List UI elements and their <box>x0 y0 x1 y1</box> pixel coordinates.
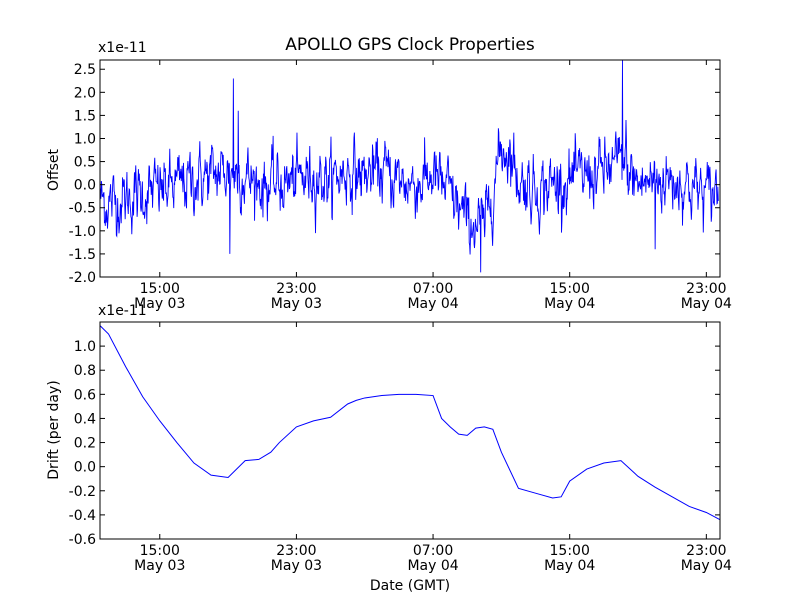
y-tick-label: -0.2 <box>69 484 96 500</box>
x-tick-label-date: May 04 <box>681 296 732 312</box>
x-tick-label-date: May 03 <box>271 558 322 574</box>
drift-series-group <box>99 325 721 521</box>
offset-series-group <box>99 59 719 273</box>
drift-axes-frame <box>99 321 721 540</box>
drift-y-axis-label: Drift (per day) <box>46 380 62 479</box>
x-tick-label-date: May 04 <box>544 558 595 574</box>
drift-panel: x1e-11 Drift (per day) Date (GMT) 1.0 0.8… <box>46 303 732 594</box>
y-tick-label: 0.6 <box>74 387 96 403</box>
x-tick-label-time: 15:00 <box>550 543 590 559</box>
offset-line <box>99 59 719 273</box>
x-tick-label-date: May 04 <box>681 558 732 574</box>
y-tick-label: 0.2 <box>74 436 96 452</box>
y-tick-label: 1.5 <box>74 108 96 124</box>
y-tick-label: -1.0 <box>69 224 96 240</box>
offset-axes-frame <box>99 59 721 278</box>
x-tick-label-time: 15:00 <box>140 543 180 559</box>
y-tick-label: -0.5 <box>69 201 96 217</box>
x-tick-label-time: 07:00 <box>413 281 453 297</box>
x-tick-label-time: 23:00 <box>686 281 726 297</box>
y-tick-label: -0.4 <box>69 508 96 524</box>
x-axis-label: Date (GMT) <box>370 578 450 594</box>
y-tick-label: 0.0 <box>74 178 96 194</box>
y-tick-label: 1.0 <box>74 339 96 355</box>
y-tick-label: 0.5 <box>74 155 96 171</box>
x-tick-label-date: May 04 <box>407 558 458 574</box>
x-tick-label-time: 23:00 <box>276 281 316 297</box>
x-tick-label-date: May 03 <box>134 296 185 312</box>
x-tick-label-time: 15:00 <box>550 281 590 297</box>
y-tick-label: 0.4 <box>74 411 96 427</box>
drift-scale-label: x1e-11 <box>98 303 147 319</box>
x-tick-label-date: May 03 <box>271 296 322 312</box>
x-tick-label-date: May 04 <box>544 296 595 312</box>
offset-scale-label: x1e-11 <box>98 40 147 56</box>
y-tick-label: 0.8 <box>74 363 96 379</box>
y-tick-label: -2.0 <box>69 270 96 286</box>
y-tick-label: -0.6 <box>69 532 96 548</box>
y-tick-label: 2.5 <box>74 62 96 78</box>
offset-y-axis-label: Offset <box>46 148 62 191</box>
drift-line <box>99 325 721 521</box>
y-tick-label: -1.5 <box>69 247 96 263</box>
y-tick-label: 1.0 <box>74 131 96 147</box>
offset-panel: APOLLO GPS Clock Properties x1e-11 Offse… <box>46 35 732 312</box>
offset-ticks-group: 2.52.01.51.00.50.0-0.5-1.0-1.5-2.015:00M… <box>69 60 732 312</box>
y-tick-label: 2.0 <box>74 85 96 101</box>
x-tick-label-date: May 03 <box>134 558 185 574</box>
x-tick-label-time: 23:00 <box>276 543 316 559</box>
y-tick-label: 0.0 <box>74 460 96 476</box>
x-tick-label-time: 07:00 <box>413 543 453 559</box>
chart-title: APOLLO GPS Clock Properties <box>285 35 535 55</box>
x-tick-label-date: May 04 <box>407 296 458 312</box>
x-tick-label-time: 15:00 <box>140 281 180 297</box>
x-tick-label-time: 23:00 <box>686 543 726 559</box>
